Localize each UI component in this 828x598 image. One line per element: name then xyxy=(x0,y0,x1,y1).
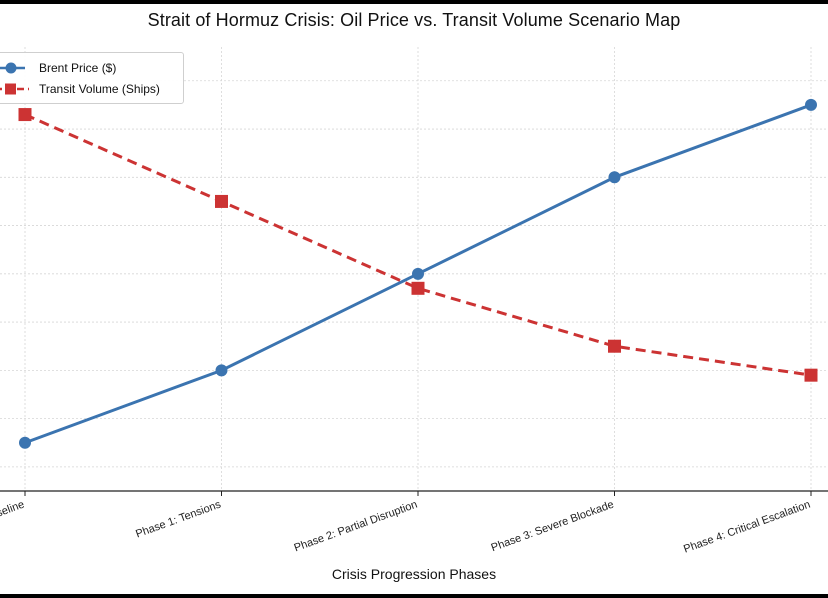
x-tick-label: Phase 4: Critical Escalation xyxy=(682,499,812,556)
legend-label-brent: Brent Price ($) xyxy=(39,61,117,75)
data-point xyxy=(412,267,424,280)
series-lines xyxy=(18,98,818,449)
x-tick-label: Phase 2: Partial Disruption xyxy=(293,499,419,555)
x-tick-label: Phase 3: Severe Blockade xyxy=(490,499,616,555)
data-point xyxy=(608,339,621,353)
legend-label-transit: Transit Volume (Ships) xyxy=(39,82,160,96)
data-point xyxy=(411,281,425,295)
legend: Brent Price ($) Transit Volume (Ships) xyxy=(0,52,184,104)
x-ticks xyxy=(24,491,812,496)
legend-entry-transit: Transit Volume (Ships) xyxy=(0,79,183,99)
x-axis-label: Crisis Progression Phases xyxy=(331,566,497,582)
series-brent-price xyxy=(19,98,817,449)
frame-bottom-border xyxy=(0,594,828,598)
legend-swatch-transit xyxy=(0,83,29,95)
data-point xyxy=(18,108,32,122)
grid-lines xyxy=(0,47,828,491)
data-point xyxy=(804,368,818,382)
x-tick-labels: Baseline Phase 1: Tensions Phase 2: Partia… xyxy=(0,498,812,555)
data-point xyxy=(805,98,817,111)
legend-entry-brent: Brent Price ($) xyxy=(0,58,183,78)
data-point xyxy=(215,194,228,208)
data-point xyxy=(608,171,621,184)
frame-top-border xyxy=(0,0,828,4)
legend-swatch-brent xyxy=(0,62,25,74)
x-tick-label: Phase 1: Tensions xyxy=(134,498,223,540)
data-point xyxy=(215,364,228,377)
data-point xyxy=(19,436,31,449)
x-tick-label: Baseline xyxy=(0,499,26,525)
chart-title: Strait of Hormuz Crisis: Oil Price vs. T… xyxy=(147,10,681,30)
series-transit-volume xyxy=(18,108,818,382)
